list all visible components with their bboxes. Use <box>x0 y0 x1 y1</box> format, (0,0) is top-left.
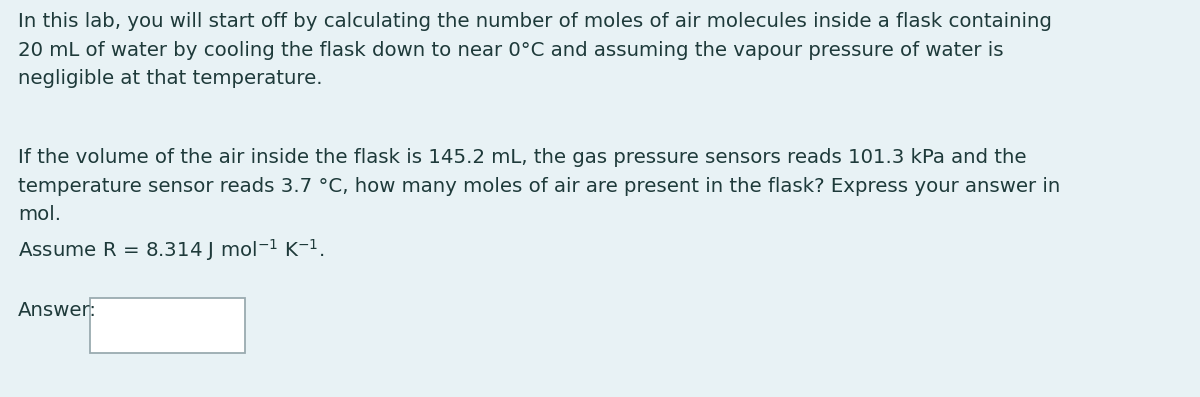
Text: Answer:: Answer: <box>18 301 97 320</box>
Text: Assume R = 8.314 J mol$^{-1}$ K$^{-1}$.: Assume R = 8.314 J mol$^{-1}$ K$^{-1}$. <box>18 237 324 263</box>
Text: In this lab, you will start off by calculating the number of moles of air molecu: In this lab, you will start off by calcu… <box>18 12 1052 89</box>
FancyBboxPatch shape <box>90 298 245 353</box>
Text: If the volume of the air inside the flask is 145.2 mL, the gas pressure sensors : If the volume of the air inside the flas… <box>18 148 1061 224</box>
